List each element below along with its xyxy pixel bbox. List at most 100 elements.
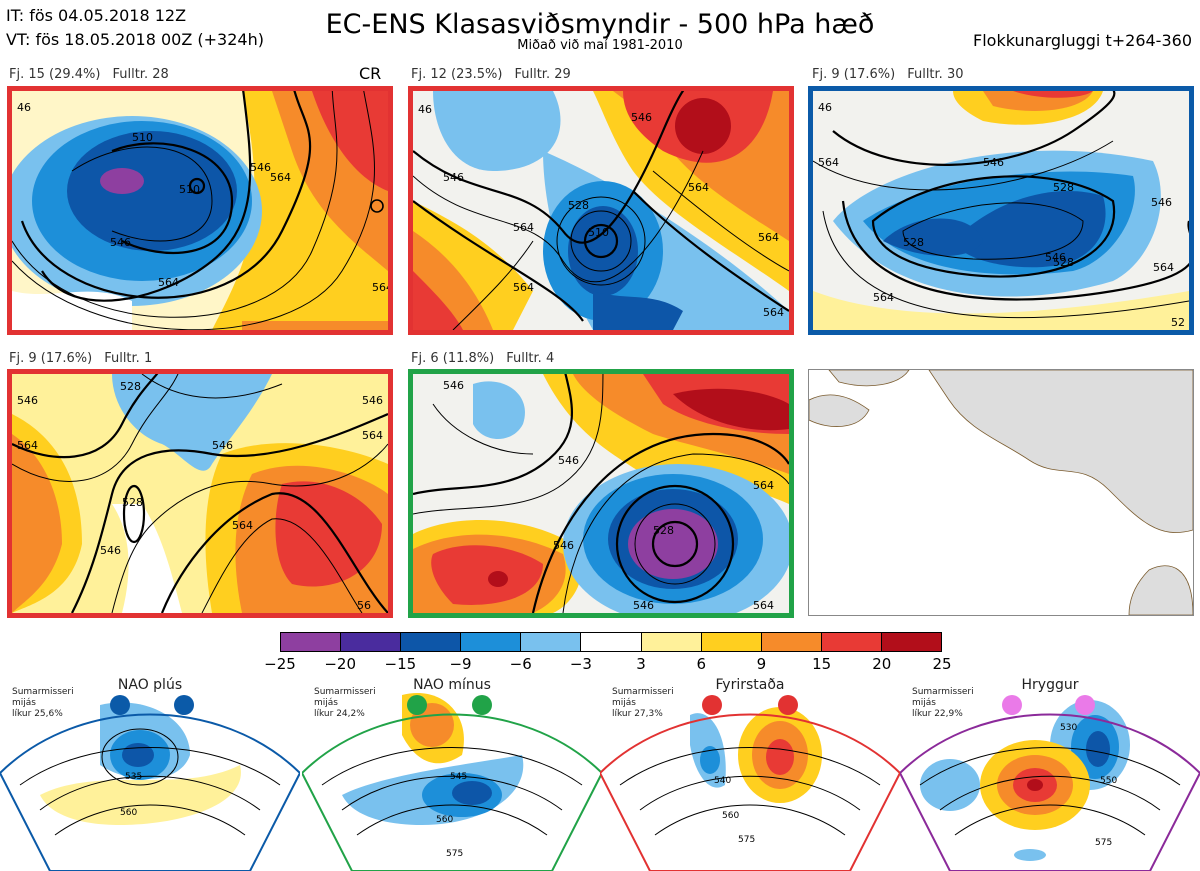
svg-text:510: 510 (179, 183, 200, 196)
svg-text:535: 535 (125, 772, 142, 782)
cluster-4-anomaly-field: 546 528 564 546 546 564 528 546 564 56 (12, 374, 388, 613)
svg-text:564: 564 (818, 156, 839, 169)
svg-text:540: 540 (714, 776, 731, 786)
svg-text:564: 564 (270, 171, 291, 184)
cluster-3-anomaly-field: 46 564 546 528 528 546 546 564 528 564 5… (813, 91, 1189, 330)
cluster-5-rep: Fulltr. 4 (506, 351, 555, 366)
svg-text:564: 564 (873, 291, 894, 304)
colorbar-swatch (581, 633, 642, 651)
land-outline (809, 370, 1193, 615)
colorbar-swatch (461, 633, 522, 651)
cluster-window: Flokkunargluggi t+264-360 (973, 31, 1192, 50)
cluster-4-map: 546 528 564 546 546 564 528 546 564 56 (7, 369, 393, 618)
svg-text:546: 546 (443, 171, 464, 184)
svg-text:546: 546 (983, 156, 1004, 169)
svg-text:546: 546 (553, 539, 574, 552)
colorbar-tick-label: −9 (449, 655, 472, 673)
regime-nao-plus-info: Sumarmisseri mijás líkur 25,6% (12, 687, 74, 720)
svg-text:564: 564 (362, 429, 383, 442)
colorbar-swatch (641, 633, 702, 651)
cluster-4-rep: Fulltr. 1 (104, 351, 153, 366)
svg-text:545: 545 (450, 772, 467, 782)
regime-ridge-info: Sumarmisseri mijás líkur 22,9% (912, 687, 974, 720)
colorbar-swatch (521, 633, 582, 651)
regime-period: mijás (314, 698, 338, 708)
svg-text:564: 564 (688, 181, 709, 194)
svg-text:564: 564 (158, 276, 179, 289)
svg-text:546: 546 (212, 439, 233, 452)
regime-ridge-map: 530 550 575 (900, 695, 1200, 871)
svg-text:575: 575 (446, 849, 463, 859)
svg-text:546: 546 (1151, 196, 1172, 209)
cluster-2-label: Fj. 12 (23.5%) Fulltr. 29 (411, 67, 583, 82)
cluster-1-rep: Fulltr. 28 (112, 67, 169, 82)
cluster-2-anomaly-field: 46 546 564 528 510 564 546 564 564 564 (413, 91, 789, 330)
initial-time: IT: fös 04.05.2018 12Z (6, 6, 187, 25)
cluster-5-fraction: Fj. 6 (11.8%) (411, 351, 495, 366)
empty-map-panel (808, 369, 1194, 616)
cluster-1-fraction: Fj. 15 (29.4%) (9, 67, 101, 82)
svg-text:530: 530 (1060, 723, 1077, 733)
regime-probability: líkur 24,2% (314, 709, 365, 719)
colorbar-tick-label: −15 (384, 655, 417, 673)
regime-season: Sumarmisseri (12, 687, 74, 697)
cluster-2-fraction: Fj. 12 (23.5%) (411, 67, 503, 82)
svg-text:575: 575 (1095, 838, 1112, 848)
regime-season: Sumarmisseri (314, 687, 376, 697)
svg-text:546: 546 (110, 236, 131, 249)
svg-text:575: 575 (738, 835, 755, 845)
svg-text:46: 46 (17, 101, 31, 114)
svg-text:564: 564 (513, 221, 534, 234)
svg-text:560: 560 (722, 811, 739, 821)
regime-ridge-title: Hryggur (1021, 677, 1079, 693)
svg-text:564: 564 (513, 281, 534, 294)
colorbar-tick-label: −20 (324, 655, 356, 673)
svg-text:46: 46 (818, 101, 832, 114)
regime-probability: líkur 27,3% (612, 709, 663, 719)
page-title: EC-ENS Klasasviðsmyndir - 500 hPa hæð (325, 9, 875, 40)
regime-nao-minus-map: 545 560 575 (302, 693, 602, 871)
colorbar-tick-label: −6 (509, 655, 532, 673)
svg-text:564: 564 (17, 439, 38, 452)
svg-text:560: 560 (436, 815, 453, 825)
svg-text:528: 528 (120, 380, 141, 393)
colorbar-swatch (881, 633, 942, 651)
svg-text:546: 546 (443, 379, 464, 392)
svg-text:564: 564 (232, 519, 253, 532)
regime-nao-minus: 545 560 575 NAO mínus Sumarmisseri mijás… (302, 675, 602, 871)
regime-season: Sumarmisseri (612, 687, 674, 697)
cluster-5-map: 546 546 528 546 564 546 564 (408, 369, 794, 618)
regime-blocking-title: Fyrirstaða (715, 677, 785, 693)
svg-text:546: 546 (1045, 251, 1066, 264)
regime-nao-minus-title: NAO mínus (413, 677, 491, 693)
cluster-1-label: Fj. 15 (29.4%) Fulltr. 28 (9, 67, 181, 82)
regime-blocking-info: Sumarmisseri mijás líkur 27,3% (612, 687, 674, 720)
colorbar-swatch (341, 633, 402, 651)
cluster-1-map: 46 510 546 564 546 564 564 510 (7, 86, 393, 335)
regime-ridge: 530 550 575 Hryggur Sumarmisseri mijás l… (900, 675, 1200, 871)
cluster-5-label: Fj. 6 (11.8%) Fulltr. 4 (411, 351, 566, 366)
svg-text:564: 564 (763, 306, 784, 319)
climate-regime-flag: CR (359, 64, 382, 83)
page-subtitle: Miðað við maí 1981-2010 (517, 38, 683, 53)
colorbar-tick-label: 15 (812, 655, 832, 673)
regime-nao-minus-info: Sumarmisseri mijás líkur 24,2% (314, 687, 376, 720)
cluster-3-map: 46 564 546 528 528 546 546 564 528 564 5… (808, 86, 1194, 335)
regime-blocking: 540 560 575 Fyrirstaða Sumarmisseri mijá… (600, 675, 900, 871)
cluster-3-fraction: Fj. 9 (17.6%) (812, 67, 896, 82)
colorbar-tick-label: 9 (756, 655, 767, 673)
svg-text:560: 560 (120, 808, 137, 818)
cluster-2-rep: Fulltr. 29 (514, 67, 571, 82)
cluster-3-rep: Fulltr. 30 (907, 67, 964, 82)
svg-text:528: 528 (1053, 181, 1074, 194)
cluster-3-label: Fj. 9 (17.6%) Fulltr. 30 (812, 67, 976, 82)
svg-text:546: 546 (633, 599, 654, 612)
svg-text:564: 564 (372, 281, 388, 294)
regime-period: mijás (612, 698, 636, 708)
regime-season: Sumarmisseri (912, 687, 974, 697)
svg-text:564: 564 (753, 479, 774, 492)
svg-text:564: 564 (1153, 261, 1174, 274)
colorbar-swatch (761, 633, 822, 651)
regime-period: mijás (12, 698, 36, 708)
colorbar-tick-label: 20 (872, 655, 892, 673)
